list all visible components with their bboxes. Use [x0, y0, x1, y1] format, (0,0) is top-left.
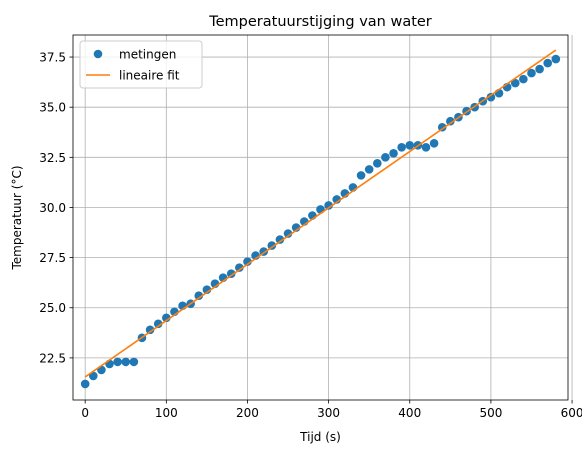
- data-point: [316, 205, 325, 214]
- x-tick-label: 300: [317, 406, 340, 420]
- axes-frame: [72, 34, 569, 401]
- data-point: [405, 141, 415, 150]
- x-tick-label: 100: [155, 406, 178, 420]
- data-point: [283, 229, 293, 238]
- x-tick-label: 400: [398, 406, 421, 420]
- data-point: [121, 357, 131, 367]
- data-point: [535, 64, 544, 74]
- y-tick-label: 22.5: [39, 351, 66, 365]
- data-point: [551, 54, 561, 64]
- data-point: [153, 319, 163, 329]
- data-point: [486, 92, 496, 102]
- y-axis-label: Temperatuur (°C): [10, 165, 24, 270]
- data-point: [235, 263, 244, 272]
- data-point: [510, 78, 520, 88]
- data-point: [397, 143, 406, 152]
- data-point: [324, 201, 333, 210]
- y-tick-label: 25.0: [39, 301, 66, 315]
- legend-box: [79, 40, 203, 89]
- legend-label: metingen: [119, 48, 176, 62]
- axis-ticks: 0 100 200 300 400 500 600 22.5 25.0 27.5 30.0 32.5 3…: [39, 51, 582, 420]
- x-tick-label: 0: [81, 406, 89, 420]
- data-point: [194, 291, 204, 301]
- data-point: [129, 357, 139, 367]
- y-tick-label: 35.0: [39, 101, 66, 115]
- legend: metingen lineaire fit: [79, 40, 203, 89]
- legend-marker: [93, 49, 103, 59]
- data-point: [145, 325, 155, 335]
- x-tick-label: 600: [561, 406, 582, 420]
- data-point: [364, 165, 374, 174]
- y-tick-label: 27.5: [39, 251, 66, 265]
- y-tick-label: 32.5: [39, 151, 66, 165]
- data-point: [356, 171, 366, 180]
- data-point: [446, 116, 455, 126]
- fit-line: [84, 49, 557, 378]
- x-tick-label: 500: [479, 406, 502, 420]
- plot-area: [80, 49, 561, 389]
- data-point: [88, 371, 98, 381]
- data-point: [80, 379, 90, 389]
- chart-title: Temperatuurstijging van water: [208, 14, 432, 30]
- data-point: [543, 58, 553, 68]
- data-point: [527, 68, 536, 78]
- y-tick-label: 30.0: [39, 201, 66, 215]
- data-point: [437, 122, 447, 132]
- data-point: [373, 159, 382, 168]
- data-point: [429, 138, 439, 148]
- x-tick-label: 200: [236, 406, 259, 420]
- data-point: [389, 149, 398, 158]
- legend-label: lineaire fit: [119, 69, 180, 83]
- x-axis-label: Tijd (s): [299, 430, 341, 444]
- data-point: [421, 143, 431, 152]
- data-point: [243, 257, 252, 266]
- y-tick-label: 37.5: [39, 51, 66, 65]
- data-point: [519, 74, 528, 84]
- data-point: [381, 153, 390, 162]
- data-point: [226, 269, 236, 278]
- data-point: [113, 357, 122, 367]
- data-point: [275, 235, 285, 244]
- data-point: [267, 241, 277, 250]
